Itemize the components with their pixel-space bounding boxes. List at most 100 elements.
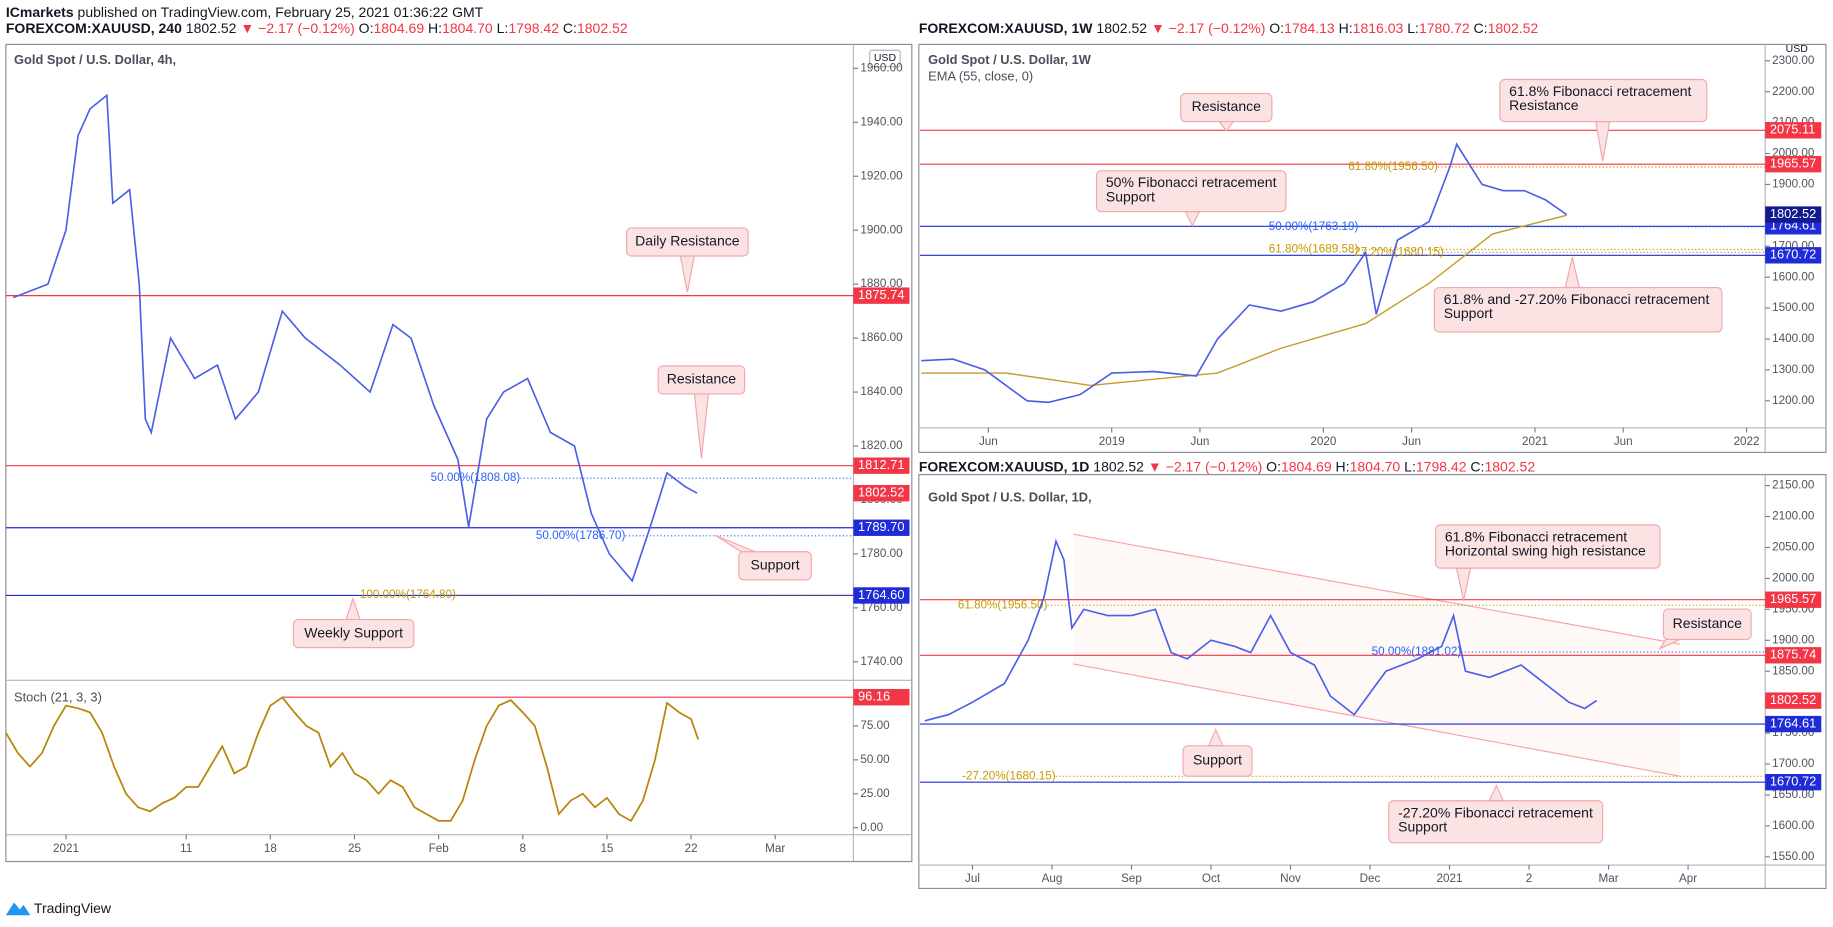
- level-tag-bg: [853, 587, 910, 604]
- currency: USD: [1786, 43, 1809, 55]
- symbol-line: FOREXCOM:XAUUSD, 1D 1802.52 ▼ −2.17 (−0.…: [919, 458, 1535, 474]
- x-tick-label: 18: [264, 842, 277, 855]
- chart-title: Gold Spot / U.S. Dollar, 1W: [928, 52, 1092, 67]
- x-tick-label: 2: [1526, 872, 1533, 885]
- price-tag: 1802.52: [858, 485, 904, 500]
- change: ▼ −2.17 (−0.12%): [1148, 458, 1262, 474]
- callout-box: [1388, 800, 1604, 844]
- y-tick-label: 2100.00: [1772, 510, 1815, 523]
- level-tag-bg: [853, 519, 910, 536]
- price-line: [12, 93, 698, 583]
- callout-text: Weekly Support: [304, 624, 403, 640]
- symbol: FOREXCOM:XAUUSD, 1D: [919, 458, 1090, 474]
- callout-box: [1499, 78, 1708, 123]
- y-tick-label: 1740.00: [860, 655, 903, 668]
- x-tick-label: 2019: [1099, 435, 1125, 448]
- level-tag: 1764.60: [858, 587, 904, 602]
- callout-box: [1095, 170, 1287, 213]
- fib-label: 100.00%(1764.80): [360, 588, 456, 601]
- level-tag: 96.16: [858, 689, 890, 704]
- publish-line: ICmarkets published on TradingView.com, …: [6, 4, 484, 20]
- price-line: [924, 538, 1598, 722]
- callout-box: [1182, 745, 1253, 777]
- ohlc-value: 1816.03: [1353, 20, 1404, 36]
- x-tick-label: Jun: [979, 435, 998, 448]
- x-tick-label: Jun: [1614, 435, 1633, 448]
- ohlc-value: 1784.13: [1284, 20, 1335, 36]
- chart-panel: FOREXCOM:XAUUSD, 1W 1802.52 ▼ −2.17 (−0.…: [918, 20, 1827, 453]
- level-tag: 1764.61: [1770, 715, 1816, 730]
- level-tag-bg: [853, 457, 910, 474]
- y-tick-label: 1600.00: [1772, 819, 1815, 832]
- x-tick-label: Nov: [1280, 872, 1301, 885]
- price-tag-bg: [1765, 692, 1822, 709]
- x-tick-label: 2020: [1310, 435, 1336, 448]
- y-tick-label: 2300.00: [1772, 54, 1815, 67]
- x-tick-label: Oct: [1202, 872, 1221, 885]
- level-tag-bg: [1765, 155, 1822, 173]
- x-tick-label: 25: [348, 842, 361, 855]
- y-tick-label: 1880.00: [860, 277, 903, 290]
- level-tag-bg: [1765, 247, 1822, 264]
- price-tag: 1802.52: [1770, 206, 1816, 221]
- ohlc-key: O:: [359, 20, 374, 36]
- y-tick-label: 2200.00: [1772, 85, 1815, 98]
- y-tick-label: 1840.00: [860, 385, 903, 398]
- fib-label: -27.20%(1680.15): [962, 769, 1056, 782]
- x-tick-label: Feb: [429, 842, 449, 855]
- symbol-line: FOREXCOM:XAUUSD, 1W 1802.52 ▼ −2.17 (−0.…: [919, 20, 1539, 36]
- x-tick-label: 2021: [1437, 872, 1463, 885]
- change: ▼ −2.17 (−0.12%): [1151, 20, 1265, 36]
- y-tick-label: 1400.00: [1772, 332, 1815, 345]
- callout-text: Support: [751, 556, 800, 572]
- channel-line: [1073, 663, 1680, 777]
- y-tick-label: 50.00: [860, 753, 890, 766]
- level-tag-bg: [1765, 773, 1822, 791]
- ohlc-key: O:: [1269, 20, 1284, 36]
- chart-panel: FOREXCOM:XAUUSD, 240 1802.52 ▼ −2.17 (−0…: [5, 20, 913, 863]
- y-tick-label: 2000.00: [1772, 571, 1815, 584]
- x-tick-label: Sep: [1121, 872, 1142, 885]
- ohlc-value: 1780.72: [1419, 20, 1470, 36]
- ohlc-value: 1798.42: [1416, 458, 1467, 474]
- level-tag: 1812.71: [858, 457, 904, 472]
- x-tick-label: Mar: [765, 842, 785, 855]
- callout-box: [1434, 524, 1661, 569]
- price-tag-bg: [1765, 206, 1822, 223]
- x-tick-label: Apr: [1679, 872, 1697, 885]
- callout-text: Resistance: [1509, 97, 1579, 113]
- change: ▼ −2.17 (−0.12%): [240, 20, 354, 36]
- callout-text: Resistance: [1673, 615, 1743, 631]
- x-tick-label: Jun: [1402, 435, 1421, 448]
- symbol-line: FOREXCOM:XAUUSD, 240 1802.52 ▼ −2.17 (−0…: [6, 20, 628, 36]
- symbol: FOREXCOM:XAUUSD, 240: [6, 20, 182, 36]
- callout-text: 61.8% Fibonacci retracement: [1509, 83, 1691, 99]
- x-tick-label: Dec: [1360, 872, 1381, 885]
- ohlc-value: 1804.70: [1350, 458, 1401, 474]
- y-tick-label: 1920.00: [860, 169, 903, 182]
- last-price: 1802.52: [1096, 20, 1147, 36]
- stoch-line: [5, 696, 700, 823]
- y-tick-label: 1760.00: [860, 601, 903, 614]
- level-tag-bg: [853, 689, 910, 706]
- fib-label: -27.20%(1680.15): [1350, 245, 1444, 258]
- callout-box: [1180, 92, 1273, 123]
- level-tag-bg: [1765, 591, 1822, 608]
- callout-text: 61.8% Fibonacci retracement: [1445, 528, 1627, 544]
- last-price: 1802.52: [186, 20, 237, 36]
- fib-label: 50.00%(1763.19): [1269, 220, 1359, 233]
- ohlc-value: 1802.52: [577, 20, 628, 36]
- callout-box: [626, 227, 749, 257]
- callout-box: [1433, 286, 1723, 333]
- y-tick-label: 1940.00: [860, 115, 903, 128]
- y-tick-label: 1820.00: [860, 439, 903, 452]
- panel-frame: [5, 43, 913, 863]
- ohlc-key: L:: [1404, 458, 1416, 474]
- footer: TradingView: [34, 900, 112, 916]
- fib-label: 50.00%(1881.02): [1372, 645, 1462, 658]
- ohlc-value: 1802.52: [1488, 20, 1539, 36]
- panel-frame: [918, 474, 1827, 890]
- symbol: FOREXCOM:XAUUSD, 1W: [919, 20, 1093, 36]
- x-tick-label: 2021: [1522, 435, 1548, 448]
- x-tick-label: 2021: [53, 842, 79, 855]
